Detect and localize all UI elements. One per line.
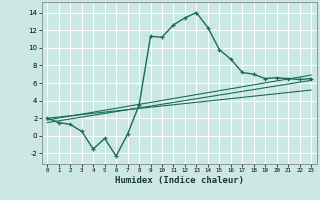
X-axis label: Humidex (Indice chaleur): Humidex (Indice chaleur) (115, 176, 244, 185)
